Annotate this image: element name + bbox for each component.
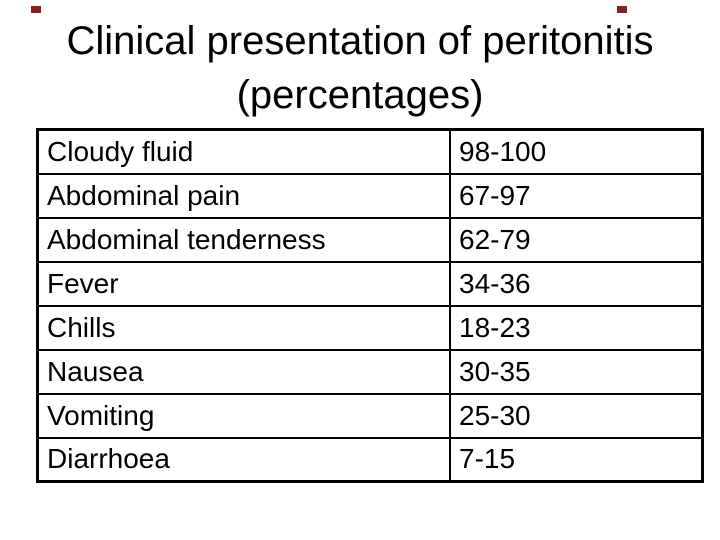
symptom-cell: Diarrhoea xyxy=(36,436,451,483)
slide-title-line-1: Clinical presentation of peritonitis xyxy=(66,19,654,63)
table-row: Cloudy fluid 98-100 xyxy=(36,128,704,175)
percentage-cell: 18-23 xyxy=(449,304,704,351)
symptom-cell: Cloudy fluid xyxy=(36,128,451,175)
table-row: Abdominal pain 67-97 xyxy=(36,172,704,219)
table-row: Fever 34-36 xyxy=(36,260,704,307)
symptom-cell: Vomiting xyxy=(36,392,451,439)
slide-title: Clinical presentation of peritonitis (pe… xyxy=(0,14,720,122)
table-row: Diarrhoea 7-15 xyxy=(36,436,704,483)
symptom-cell: Abdominal tenderness xyxy=(36,216,451,263)
percentage-cell: 25-30 xyxy=(449,392,704,439)
percentage-cell: 67-97 xyxy=(449,172,704,219)
symptom-cell: Nausea xyxy=(36,348,451,395)
symptoms-table: Cloudy fluid 98-100 Abdominal pain 67-97… xyxy=(36,128,704,483)
symptom-cell: Chills xyxy=(36,304,451,351)
table-row: Abdominal tenderness 62-79 xyxy=(36,216,704,263)
slide-title-line-2: (percentages) xyxy=(236,73,484,117)
table-row: Nausea 30-35 xyxy=(36,348,704,395)
percentage-cell: 7-15 xyxy=(449,436,704,483)
table-row: Vomiting 25-30 xyxy=(36,392,704,439)
percentage-cell: 30-35 xyxy=(449,348,704,395)
symptom-cell: Fever xyxy=(36,260,451,307)
percentage-cell: 98-100 xyxy=(449,128,704,175)
percentage-cell: 34-36 xyxy=(449,260,704,307)
red-corner-mark-right xyxy=(617,6,627,13)
table-row: Chills 18-23 xyxy=(36,304,704,351)
percentage-cell: 62-79 xyxy=(449,216,704,263)
red-corner-mark-left xyxy=(31,6,41,13)
symptom-cell: Abdominal pain xyxy=(36,172,451,219)
